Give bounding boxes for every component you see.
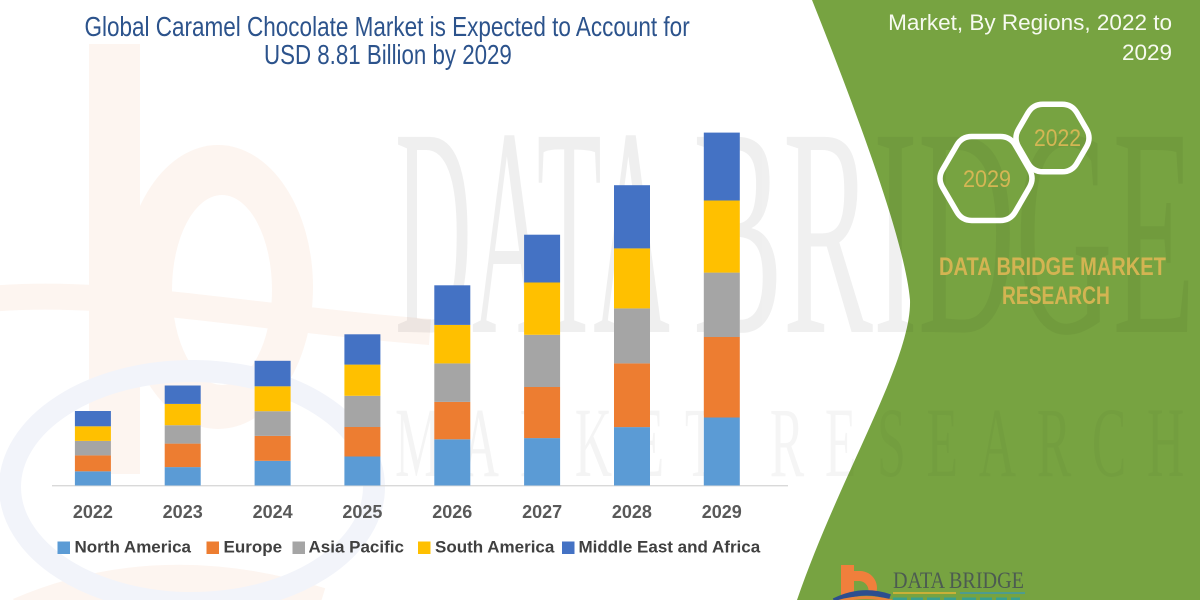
svg-text:Middle East and Africa: Middle East and Africa bbox=[579, 538, 761, 557]
svg-text:Asia Pacific: Asia Pacific bbox=[309, 538, 404, 557]
svg-text:Europe: Europe bbox=[224, 538, 283, 557]
svg-text:2024: 2024 bbox=[253, 502, 293, 522]
svg-text:2022: 2022 bbox=[1034, 125, 1081, 152]
svg-text:2026: 2026 bbox=[432, 502, 472, 522]
svg-text:Market, By Regions, 2022 to: Market, By Regions, 2022 to bbox=[888, 10, 1172, 35]
svg-text:DATA BRIDGE MARKET: DATA BRIDGE MARKET bbox=[939, 252, 1166, 281]
svg-text:2029: 2029 bbox=[1122, 40, 1172, 65]
svg-text:2029: 2029 bbox=[963, 165, 1011, 192]
svg-text:2025: 2025 bbox=[342, 502, 382, 522]
svg-text:DATA BRIDGE: DATA BRIDGE bbox=[893, 568, 1024, 594]
svg-text:North America: North America bbox=[75, 538, 192, 557]
svg-text:2029: 2029 bbox=[702, 502, 742, 522]
svg-text:2022: 2022 bbox=[73, 502, 113, 522]
svg-text:South America: South America bbox=[435, 538, 555, 557]
svg-text:2027: 2027 bbox=[522, 502, 562, 522]
svg-text:USD 8.81 Billion by 2029: USD 8.81 Billion by 2029 bbox=[264, 40, 512, 71]
svg-text:Global Caramel Chocolate Marke: Global Caramel Chocolate Market is Expec… bbox=[85, 12, 691, 43]
svg-text:MARKET RESEARCH: MARKET RESEARCH bbox=[395, 388, 1200, 499]
svg-text:2023: 2023 bbox=[163, 502, 203, 522]
svg-text:2028: 2028 bbox=[612, 502, 652, 522]
svg-text:RESEARCH: RESEARCH bbox=[1002, 282, 1110, 310]
